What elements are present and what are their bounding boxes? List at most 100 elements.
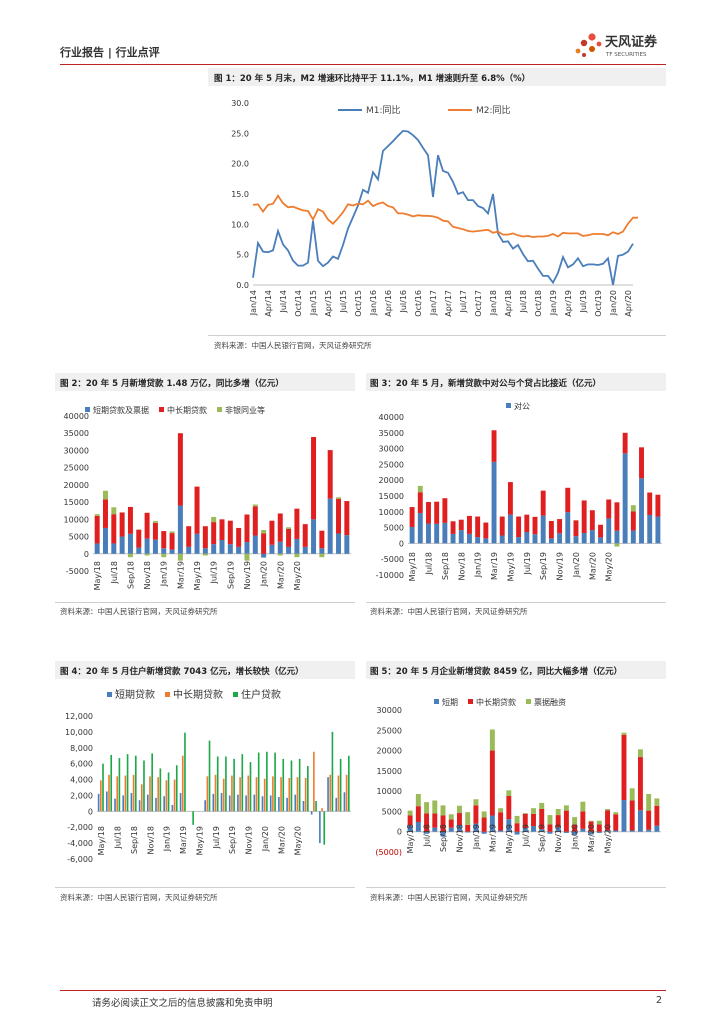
chart3-bar-s1 (442, 498, 448, 523)
chart3-bar-s0 (548, 538, 554, 544)
chart5-bar-s0 (457, 825, 462, 832)
chart5-bar-s2 (440, 805, 446, 816)
chart2-bar-s1 (219, 519, 225, 540)
chart5-xtick-label: Jul/19 (521, 824, 530, 848)
chart4-xtick-label: Sep/18 (130, 826, 139, 854)
chart4-bar-s1 (321, 808, 323, 812)
chart5-bar-s0 (613, 830, 619, 832)
chart4-bar-s2 (266, 751, 268, 812)
chart5-bar-s0 (432, 827, 438, 832)
chart4-bar-s0 (138, 800, 141, 812)
chart1-xtick-label: Jul/19 (579, 290, 588, 314)
chart5-legend-swatch (526, 699, 531, 704)
chart2-legend-swatch (159, 407, 164, 412)
chart3-bar-s1 (598, 524, 604, 538)
chart2-bar-s0 (194, 533, 200, 554)
chart5-bar-s0 (415, 821, 421, 832)
chart2-bar-s0 (336, 533, 342, 554)
chart2-xtick-label: Sep/18 (126, 561, 135, 589)
chart4-bar-s1 (272, 776, 274, 812)
chart2-xtick-label: May/19 (193, 561, 202, 590)
chart4-bar-s0 (228, 795, 231, 812)
chart4-ytick-label: 12,000 (65, 712, 93, 721)
chart5-bar-s0 (588, 831, 594, 835)
chart5-bar-s0 (473, 823, 479, 832)
chart2-bar-s2 (252, 504, 258, 507)
chart5-bar-s2 (572, 817, 578, 825)
chart4-bar-s2 (339, 758, 342, 812)
chart5-bar-s1 (596, 824, 602, 832)
chart4-bar-s2 (282, 758, 285, 812)
chart5-bar-s1 (605, 810, 610, 831)
chart2-bar-s1 (194, 486, 200, 534)
chart1-xtick-label: Apr/14 (264, 290, 273, 317)
chart2-bar-s0 (161, 548, 167, 554)
chart1-xtick-label: Jul/17 (459, 290, 468, 314)
chart2-bar-s1 (127, 506, 133, 534)
figure-4-chart: -6,000 -4,000 -2,000 0 2,000 4,000 6,000 8,000 1… (65, 688, 351, 864)
chart4-bar-s2 (257, 752, 260, 812)
chart4-bar-s0 (171, 804, 174, 812)
chart3-bar-s1 (606, 499, 612, 519)
chart5-bar-s0 (572, 831, 578, 835)
chart3-bar-s0 (630, 530, 636, 544)
chart4-bar-s2 (347, 755, 350, 812)
chart2-bar-s2 (102, 490, 108, 500)
chart5-bar-s2 (596, 820, 602, 825)
chart4-bar-s1 (329, 774, 332, 812)
chart4-xtick-label: Mar/20 (277, 826, 286, 854)
chart3-xtick-label: Mar/20 (588, 552, 597, 580)
chart4-bar-s2 (323, 811, 326, 845)
chart5-bar-s2 (489, 729, 495, 751)
chart3-bar-s0 (507, 514, 513, 544)
chart5-bar-s2 (432, 800, 438, 814)
chart3-xtick-label: Jul/19 (523, 552, 532, 576)
chart4-bar-s0 (335, 797, 338, 812)
chart4-bar-s1 (231, 775, 233, 812)
chart4-legend-label: 住户贷款 (241, 688, 281, 701)
chart4-legend-label: 中长期贷款 (173, 688, 223, 701)
chart2-bar-s2 (111, 507, 117, 515)
chart4-xtick-label: Jul/18 (113, 826, 122, 850)
figure-4-title: 图 4：20 年 5 月住户新增贷款 7043 亿元，增长较快（亿元） (60, 667, 304, 677)
chart5-bar-s2 (539, 802, 545, 809)
chart2-bar-s0 (186, 546, 192, 554)
chart2-bar-s2 (161, 553, 167, 558)
chart2-bar-s1 (227, 520, 233, 545)
chart5-xtick-label: Sep/18 (439, 824, 448, 852)
chart1-xtick-label: Jul/18 (519, 290, 528, 314)
chart5-ytick-label: (5000) (375, 848, 402, 857)
chart5-bar-s2 (637, 749, 643, 758)
chart4-bar-s0 (319, 811, 321, 844)
chart4-bar-s1 (288, 777, 291, 812)
logo-mark-icon: 天风证券 TF SECURITIES (575, 33, 658, 58)
chart4-bar-s2 (126, 754, 129, 812)
chart2-bar-s1 (211, 522, 217, 545)
chart5-bar-s0 (539, 829, 545, 832)
chart3-ytick-label: 30000 (379, 445, 404, 454)
chart4-xtick-label: Jan/20 (261, 826, 270, 852)
chart1-legend-label: M2:同比 (476, 104, 511, 116)
chart5-xtick-label: May/19 (505, 824, 514, 853)
chart2-ytick-label: 10000 (64, 515, 89, 524)
chart2-bar-s0 (302, 546, 308, 554)
chart2-xtick-label: Jul/19 (210, 561, 219, 585)
chart1-xtick-label: Apr/20 (624, 290, 633, 317)
chart5-bar-s0 (514, 831, 520, 835)
chart4-bar-s0 (245, 795, 247, 812)
chart3-bar-s1 (630, 511, 636, 531)
chart4-bar-s2 (208, 740, 211, 812)
chart2-bar-s2 (319, 553, 325, 558)
chart4-bar-s0 (294, 794, 297, 812)
chart5-bar-s2 (514, 815, 520, 824)
chart2-legend-label: 短期贷款及票据 (93, 405, 149, 415)
chart4-bar-s2 (175, 765, 178, 812)
chart1-xtick-label: Jul/15 (339, 290, 348, 314)
chart5-bar-s0 (531, 826, 536, 832)
chart2-ytick-label: 35000 (64, 429, 89, 438)
chart2-bar-s2 (277, 553, 283, 556)
chart2-bar-s1 (161, 531, 167, 549)
chart2-bar-s0 (219, 540, 225, 554)
chart3-bar-s1 (475, 516, 481, 538)
logo: 天风证券 TF SECURITIES (570, 27, 675, 63)
